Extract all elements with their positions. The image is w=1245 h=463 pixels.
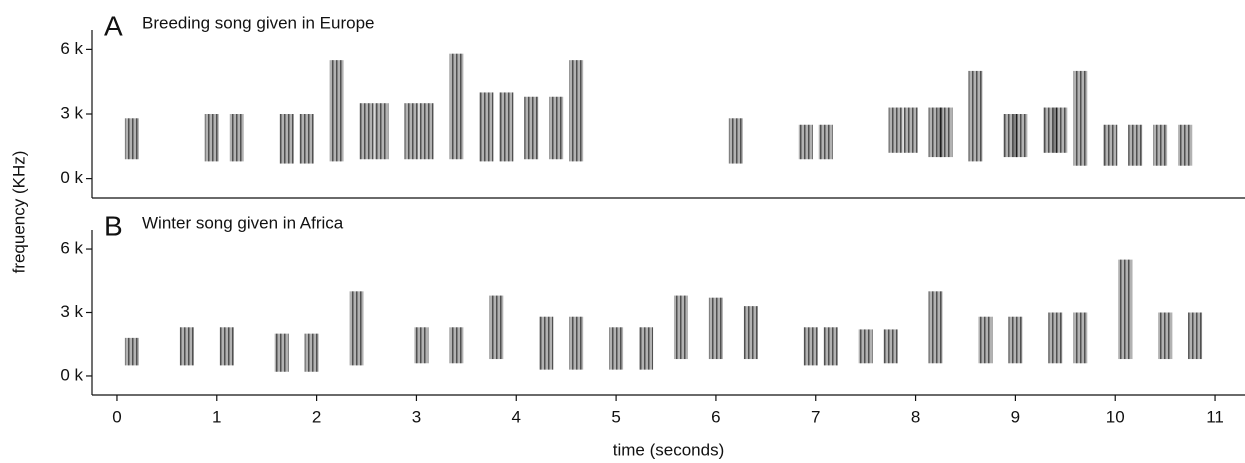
syllable-streaks [374, 103, 389, 160]
syllable-streaks [1048, 312, 1063, 364]
syllable-streaks [1073, 70, 1088, 166]
syllable-streaks [818, 124, 833, 160]
syllable-streaks [938, 107, 953, 158]
syllable-streaks [1103, 124, 1118, 166]
syllable-streaks [304, 333, 319, 372]
syllable-streaks [798, 124, 813, 160]
syllable-streaks [539, 316, 554, 370]
panel-label: A [104, 10, 123, 41]
syllable-streaks [728, 118, 743, 164]
syllable-streaks [569, 316, 584, 370]
syllable-streaks [708, 297, 723, 360]
syllable-streaks [229, 114, 244, 162]
syllable-streaks [1188, 312, 1203, 360]
syllable-streaks [549, 96, 564, 160]
x-tick-label: 9 [1011, 407, 1020, 426]
y-tick-label: 0 k [60, 365, 83, 384]
y-tick-label: 0 k [60, 168, 83, 187]
y-tick-label: 6 k [60, 239, 83, 258]
syllable-streaks [449, 327, 464, 364]
syllable-streaks [888, 107, 903, 153]
syllable-streaks [569, 60, 584, 162]
panel-title: Breeding song given in Europe [142, 13, 375, 32]
syllable-streaks [903, 107, 918, 153]
syllable-streaks [1153, 124, 1168, 166]
syllable-streaks [419, 103, 434, 160]
x-tick-label: 0 [112, 407, 121, 426]
syllable-streaks [359, 103, 374, 160]
syllable-streaks [673, 295, 688, 360]
syllable-streaks [883, 329, 898, 364]
syllable-streaks [1073, 312, 1088, 364]
x-tick-label: 4 [512, 407, 521, 426]
syllable-streaks [639, 327, 654, 370]
x-tick-label: 11 [1206, 407, 1224, 426]
syllable-streaks [204, 114, 219, 162]
x-tick-label: 3 [412, 407, 421, 426]
syllable-streaks [489, 295, 504, 360]
syllable-streaks [449, 53, 464, 160]
x-tick-label: 7 [811, 407, 820, 426]
y-tick-label: 3 k [60, 103, 83, 122]
x-tick-label: 5 [611, 407, 620, 426]
syllable-streaks [179, 327, 194, 366]
syllable-streaks [823, 327, 838, 366]
syllable-streaks [1013, 114, 1028, 158]
y-axis-label: frequency (KHz) [9, 151, 28, 274]
syllable-streaks [1128, 124, 1143, 166]
syllable-streaks [219, 327, 234, 366]
syllable-streaks [858, 329, 873, 364]
x-axis-label: time (seconds) [613, 440, 724, 459]
syllable-streaks [803, 327, 818, 366]
panel-label: B [104, 210, 123, 241]
syllable-streaks [524, 96, 539, 160]
syllable-streaks [1008, 316, 1023, 364]
x-tick-label: 2 [312, 407, 321, 426]
syllable-streaks [329, 60, 344, 162]
syllable-streaks [609, 327, 624, 370]
syllable-streaks [1118, 259, 1133, 360]
x-tick-label: 6 [711, 407, 720, 426]
syllable-streaks [1158, 312, 1173, 360]
syllable-streaks [349, 291, 364, 366]
y-tick-label: 3 k [60, 302, 83, 321]
x-tick-label: 10 [1106, 407, 1125, 426]
syllable-streaks [414, 327, 429, 364]
syllable-streaks [928, 291, 943, 364]
syllable-streaks [274, 333, 289, 372]
x-tick-label: 8 [911, 407, 920, 426]
syllable-streaks [1178, 124, 1193, 166]
syllable-streaks [124, 118, 139, 160]
syllable-streaks [743, 306, 758, 360]
syllable-streaks [1053, 107, 1068, 153]
syllable-streaks [978, 316, 993, 364]
x-tick-label: 1 [212, 407, 221, 426]
syllable-streaks [499, 92, 514, 162]
syllable-streaks [968, 70, 983, 162]
syllable-streaks [299, 114, 314, 164]
syllable-streaks [479, 92, 494, 162]
panel-title: Winter song given in Africa [142, 213, 344, 232]
syllable-streaks [124, 337, 139, 366]
syllable-streaks [404, 103, 419, 160]
syllable-streaks [279, 114, 294, 164]
y-tick-label: 6 k [60, 39, 83, 58]
